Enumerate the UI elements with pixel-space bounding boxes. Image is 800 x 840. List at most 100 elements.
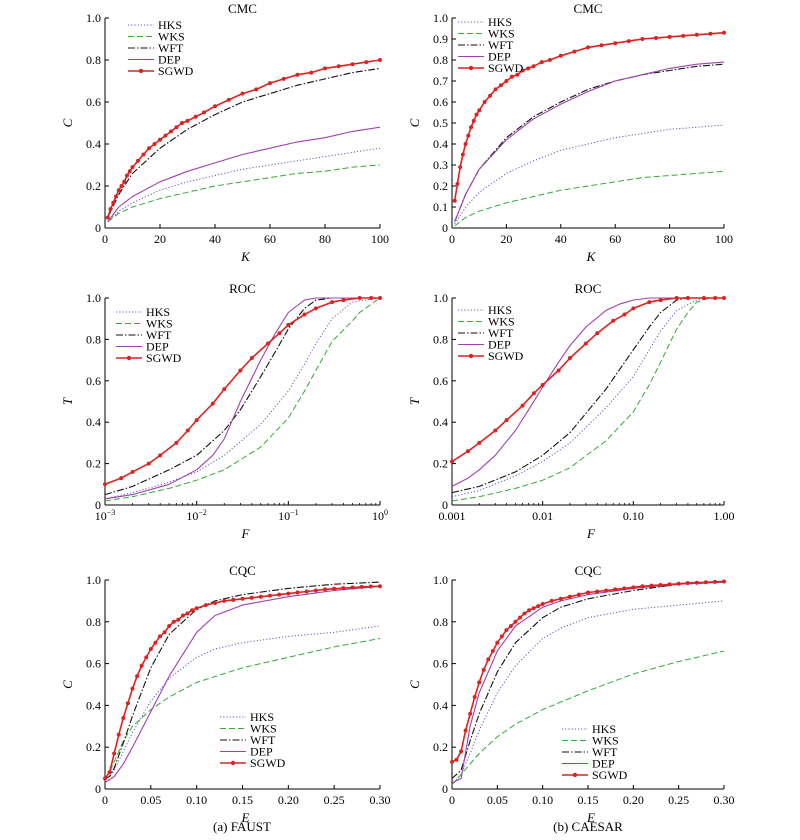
series-line-dep <box>454 61 725 222</box>
y-tick-label: 1.0 <box>433 11 448 25</box>
series-point-sgwd <box>518 615 522 620</box>
series-line-sgwd <box>451 297 724 463</box>
series-point-sgwd <box>667 582 672 587</box>
legend-label-hks: HKS <box>158 18 182 32</box>
series-point-sgwd <box>313 588 318 593</box>
series-point-sgwd <box>540 602 545 607</box>
y-axis-label: C <box>60 680 75 689</box>
series-line-wft <box>107 67 381 218</box>
series-point-sgwd <box>708 31 713 36</box>
series-point-sgwd <box>139 663 144 668</box>
legend-marker-sgwd <box>468 65 474 71</box>
series-point-sgwd <box>490 649 495 654</box>
series-point-sgwd <box>249 595 254 600</box>
y-tick-label: 0.2 <box>433 457 448 471</box>
chart-title: CMC <box>574 1 603 16</box>
series-point-sgwd <box>493 87 498 92</box>
y-tick-label: 0.4 <box>433 698 448 712</box>
series-point-sgwd <box>121 715 126 720</box>
series-point-sgwd <box>499 634 504 639</box>
series-point-sgwd <box>378 584 382 589</box>
series-point-sgwd <box>116 732 121 737</box>
legend-label-hks: HKS <box>592 722 616 736</box>
series-point-sgwd <box>174 440 179 445</box>
x-tick-exponent: −3 <box>107 508 116 517</box>
series-point-sgwd <box>658 583 663 588</box>
series-point-sgwd <box>111 200 116 205</box>
series-point-sgwd <box>180 121 184 125</box>
y-tick-label: 0 <box>442 221 448 235</box>
y-tick-label: 0 <box>442 782 448 796</box>
series-point-sgwd <box>158 137 162 142</box>
x-tick-label: 10−3 <box>95 508 116 523</box>
legend-label-hks: HKS <box>488 15 512 29</box>
series-line-sgwd <box>104 585 381 779</box>
series-point-sgwd <box>495 640 500 645</box>
series-point-sgwd <box>130 469 135 474</box>
series-point-sgwd <box>468 711 473 716</box>
series-point-sgwd <box>626 39 631 44</box>
series-point-sgwd <box>119 476 124 481</box>
series-point-sgwd <box>130 686 135 691</box>
x-tick-label: 0 <box>449 793 455 807</box>
series-point-sgwd <box>685 581 690 586</box>
series-point-sgwd <box>174 125 179 130</box>
series-point-sgwd <box>713 296 718 300</box>
series-point-sgwd <box>549 598 554 603</box>
series-point-sgwd <box>171 619 176 624</box>
legend-label-wks: WKS <box>592 734 619 748</box>
y-tick-label: 0.6 <box>86 657 101 671</box>
series-point-sgwd <box>493 428 498 433</box>
legend-label-wft: WFT <box>158 41 184 55</box>
x-tick-label: 0.25 <box>668 793 689 807</box>
x-tick-label: 0.30 <box>714 793 735 807</box>
series-point-sgwd <box>147 146 151 151</box>
x-tick-label: 20 <box>500 232 512 246</box>
series-point-sgwd <box>586 590 590 595</box>
series-point-sgwd <box>536 604 541 609</box>
chart-caesar-cqc: 0 0.2 0.4 0.6 0.8 1.0 0 0.05 0.10 0.15 0.20 0.25 0.3… <box>407 563 735 825</box>
series-point-sgwd <box>295 590 300 595</box>
series-point-sgwd <box>472 695 477 700</box>
series-point-sgwd <box>203 603 208 608</box>
series-point-sgwd <box>202 110 206 115</box>
x-tick-label: 0.20 <box>278 793 299 807</box>
legend-label-sgwd: SGWD <box>488 61 524 75</box>
series-point-sgwd <box>258 594 263 599</box>
y-tick-label: 1.0 <box>433 291 448 305</box>
x-tick-exponent: −1 <box>290 508 299 517</box>
legend-label-wft: WFT <box>488 38 514 52</box>
series-point-sgwd <box>112 751 117 756</box>
x-tick-label: 0 <box>102 232 108 246</box>
series-line-wks <box>104 638 381 779</box>
series-point-sgwd <box>341 586 346 591</box>
series-point-sgwd <box>531 606 536 611</box>
series-point-sgwd <box>458 165 463 170</box>
series-point-sgwd <box>332 586 337 591</box>
series-point-sgwd <box>238 368 243 373</box>
series-point-sgwd <box>649 583 654 588</box>
y-tick-label: 1.0 <box>86 11 101 25</box>
y-tick-label: 0 <box>95 221 101 235</box>
series-point-sgwd <box>304 589 309 594</box>
series-point-sgwd <box>482 100 487 104</box>
series-point-sgwd <box>722 30 726 35</box>
series-point-sgwd <box>676 581 681 586</box>
series-point-sgwd <box>504 418 509 423</box>
series-point-sgwd <box>586 45 590 50</box>
series-line-sgwd <box>451 580 725 763</box>
series-point-sgwd <box>694 32 699 37</box>
legend-label-dep: DEP <box>158 53 181 67</box>
series-point-sgwd <box>323 587 327 592</box>
series-point-sgwd <box>309 70 314 75</box>
legend-label-wft: WFT <box>146 328 172 342</box>
chart-title: CMC <box>228 1 257 16</box>
x-tick-label: 10−2 <box>186 508 207 523</box>
x-tick-label: 0.10 <box>532 793 553 807</box>
series-line-wks <box>104 297 381 502</box>
series-point-sgwd <box>583 341 588 346</box>
y-tick-label: 0.8 <box>433 53 448 67</box>
